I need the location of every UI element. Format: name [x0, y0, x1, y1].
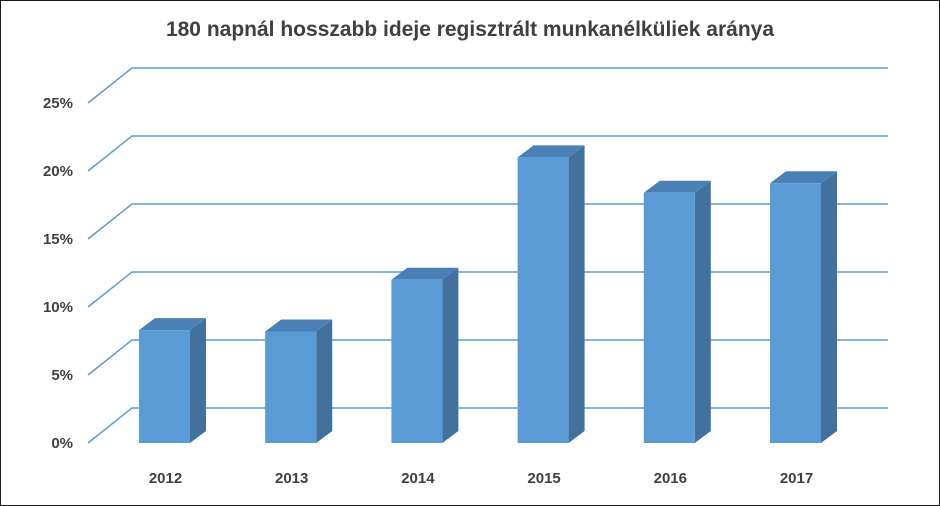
y-tick-label: 10%: [43, 299, 73, 316]
y-tick-label: 5%: [51, 367, 73, 384]
gridline-3: [87, 203, 888, 240]
bar-side: [694, 180, 711, 443]
chart-title: 180 napnál hosszabb ideje regisztrált mu…: [165, 18, 775, 41]
bar-2016: [643, 180, 711, 443]
x-tick-label: 2014: [401, 470, 435, 487]
bar-top: [643, 180, 711, 193]
bar-side: [190, 318, 206, 443]
gridline-2: [87, 271, 888, 308]
x-tick-label: 2015: [527, 470, 560, 487]
gridline-5: [87, 67, 888, 104]
gridlines: [87, 67, 888, 444]
bar-2014: [391, 267, 459, 443]
bar-2013: [265, 319, 333, 443]
x-axis-ticks: 2012 2013 2014 2015 2016 2017: [149, 470, 813, 487]
bar-side: [442, 267, 459, 443]
x-tick-label: 2013: [275, 470, 308, 487]
gridline-0: [87, 407, 888, 444]
bar-top: [517, 145, 585, 158]
gridline-4: [87, 135, 888, 172]
bar-side: [316, 319, 333, 443]
bar-front: [770, 183, 821, 444]
bar-top: [391, 267, 459, 280]
y-tick-label: 25%: [43, 95, 73, 112]
bar-top: [265, 319, 333, 332]
gridline-1: [87, 339, 888, 376]
x-tick-label: 2012: [149, 470, 182, 487]
bar-2012: [139, 318, 206, 443]
bar-front: [517, 157, 569, 443]
bar-side: [821, 171, 837, 444]
x-tick-label: 2017: [780, 470, 813, 487]
bar-2017: [770, 171, 837, 444]
bar-front: [391, 279, 443, 443]
bar-top: [770, 171, 837, 184]
bar-front: [643, 192, 695, 443]
bars: [139, 145, 837, 444]
bar-top: [139, 318, 206, 331]
y-axis-ticks: 0% 5% 10% 15% 20% 25%: [43, 95, 73, 452]
bar-2015: [517, 145, 585, 443]
bar-side: [568, 145, 585, 443]
y-tick-label: 15%: [43, 231, 73, 248]
bar-front: [265, 331, 317, 443]
bar-front: [139, 330, 190, 443]
x-tick-label: 2016: [654, 470, 687, 487]
y-tick-label: 0%: [51, 435, 73, 452]
y-tick-label: 20%: [43, 163, 73, 180]
